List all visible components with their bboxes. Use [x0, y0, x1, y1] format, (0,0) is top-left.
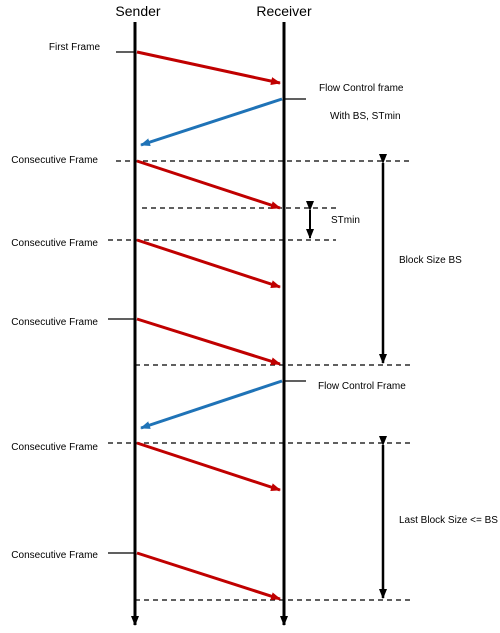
flow-control-arrow-2: [140, 379, 283, 430]
consecutive-frame-arrow-5: [136, 551, 281, 601]
last-block-size-label: Last Block Size <= BS: [399, 515, 498, 526]
flow-control-label-1a: Flow Control frame: [319, 83, 404, 94]
consecutive-frame-arrow-1: [136, 159, 281, 210]
first-frame-label: First Frame: [49, 42, 101, 53]
first-frame-arrow: [136, 50, 281, 86]
consecutive-frame-label-3: Consecutive Frame: [11, 317, 98, 328]
consecutive-frame-label-1: Consecutive Frame: [11, 155, 98, 166]
block-size-label: Block Size BS: [399, 255, 462, 266]
flow-control-arrow-1: [140, 97, 283, 147]
consecutive-frame-label-5: Consecutive Frame: [11, 550, 98, 561]
consecutive-frame-arrow-2: [136, 238, 281, 289]
consecutive-frame-label-2: Consecutive Frame: [11, 238, 98, 249]
sender-label: Sender: [115, 3, 160, 19]
receiver-label: Receiver: [256, 3, 312, 19]
consecutive-frame-arrow-4: [136, 441, 281, 492]
flow-control-label-2: Flow Control Frame: [318, 381, 406, 392]
consecutive-frame-arrow-3: [136, 317, 281, 366]
consecutive-frame-label-4: Consecutive Frame: [11, 442, 98, 453]
flow-control-label-1b: With BS, STmin: [330, 111, 401, 122]
stmin-label: STmin: [331, 215, 360, 226]
